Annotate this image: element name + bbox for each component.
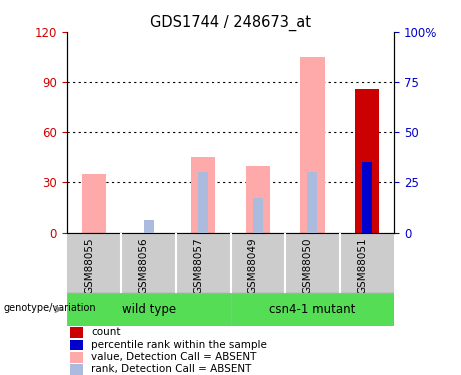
Text: csn4-1 mutant: csn4-1 mutant: [269, 303, 355, 316]
Text: GSM88051: GSM88051: [357, 237, 367, 294]
Text: GSM88049: GSM88049: [248, 237, 258, 294]
Text: percentile rank within the sample: percentile rank within the sample: [91, 339, 267, 350]
Text: GSM88056: GSM88056: [139, 237, 148, 294]
Bar: [71, 364, 83, 375]
Bar: [362, 162, 372, 232]
Bar: [71, 352, 83, 363]
Title: GDS1744 / 248673_at: GDS1744 / 248673_at: [150, 14, 311, 30]
Bar: [246, 166, 270, 232]
Bar: [67, 292, 230, 326]
Bar: [253, 198, 263, 232]
Bar: [300, 57, 325, 232]
Bar: [144, 220, 154, 232]
Text: rank, Detection Call = ABSENT: rank, Detection Call = ABSENT: [91, 364, 252, 374]
Bar: [355, 89, 379, 232]
Text: GSM88057: GSM88057: [193, 237, 203, 294]
Bar: [191, 157, 215, 232]
Bar: [307, 172, 317, 232]
Bar: [230, 292, 394, 326]
Text: genotype/variation: genotype/variation: [3, 303, 96, 313]
Text: count: count: [91, 327, 121, 338]
Text: wild type: wild type: [122, 303, 176, 316]
Bar: [82, 174, 106, 232]
Text: value, Detection Call = ABSENT: value, Detection Call = ABSENT: [91, 352, 257, 362]
Bar: [71, 327, 83, 338]
Text: GSM88055: GSM88055: [84, 237, 94, 294]
Bar: [71, 340, 83, 350]
Bar: [198, 172, 208, 232]
Text: GSM88050: GSM88050: [302, 237, 313, 294]
